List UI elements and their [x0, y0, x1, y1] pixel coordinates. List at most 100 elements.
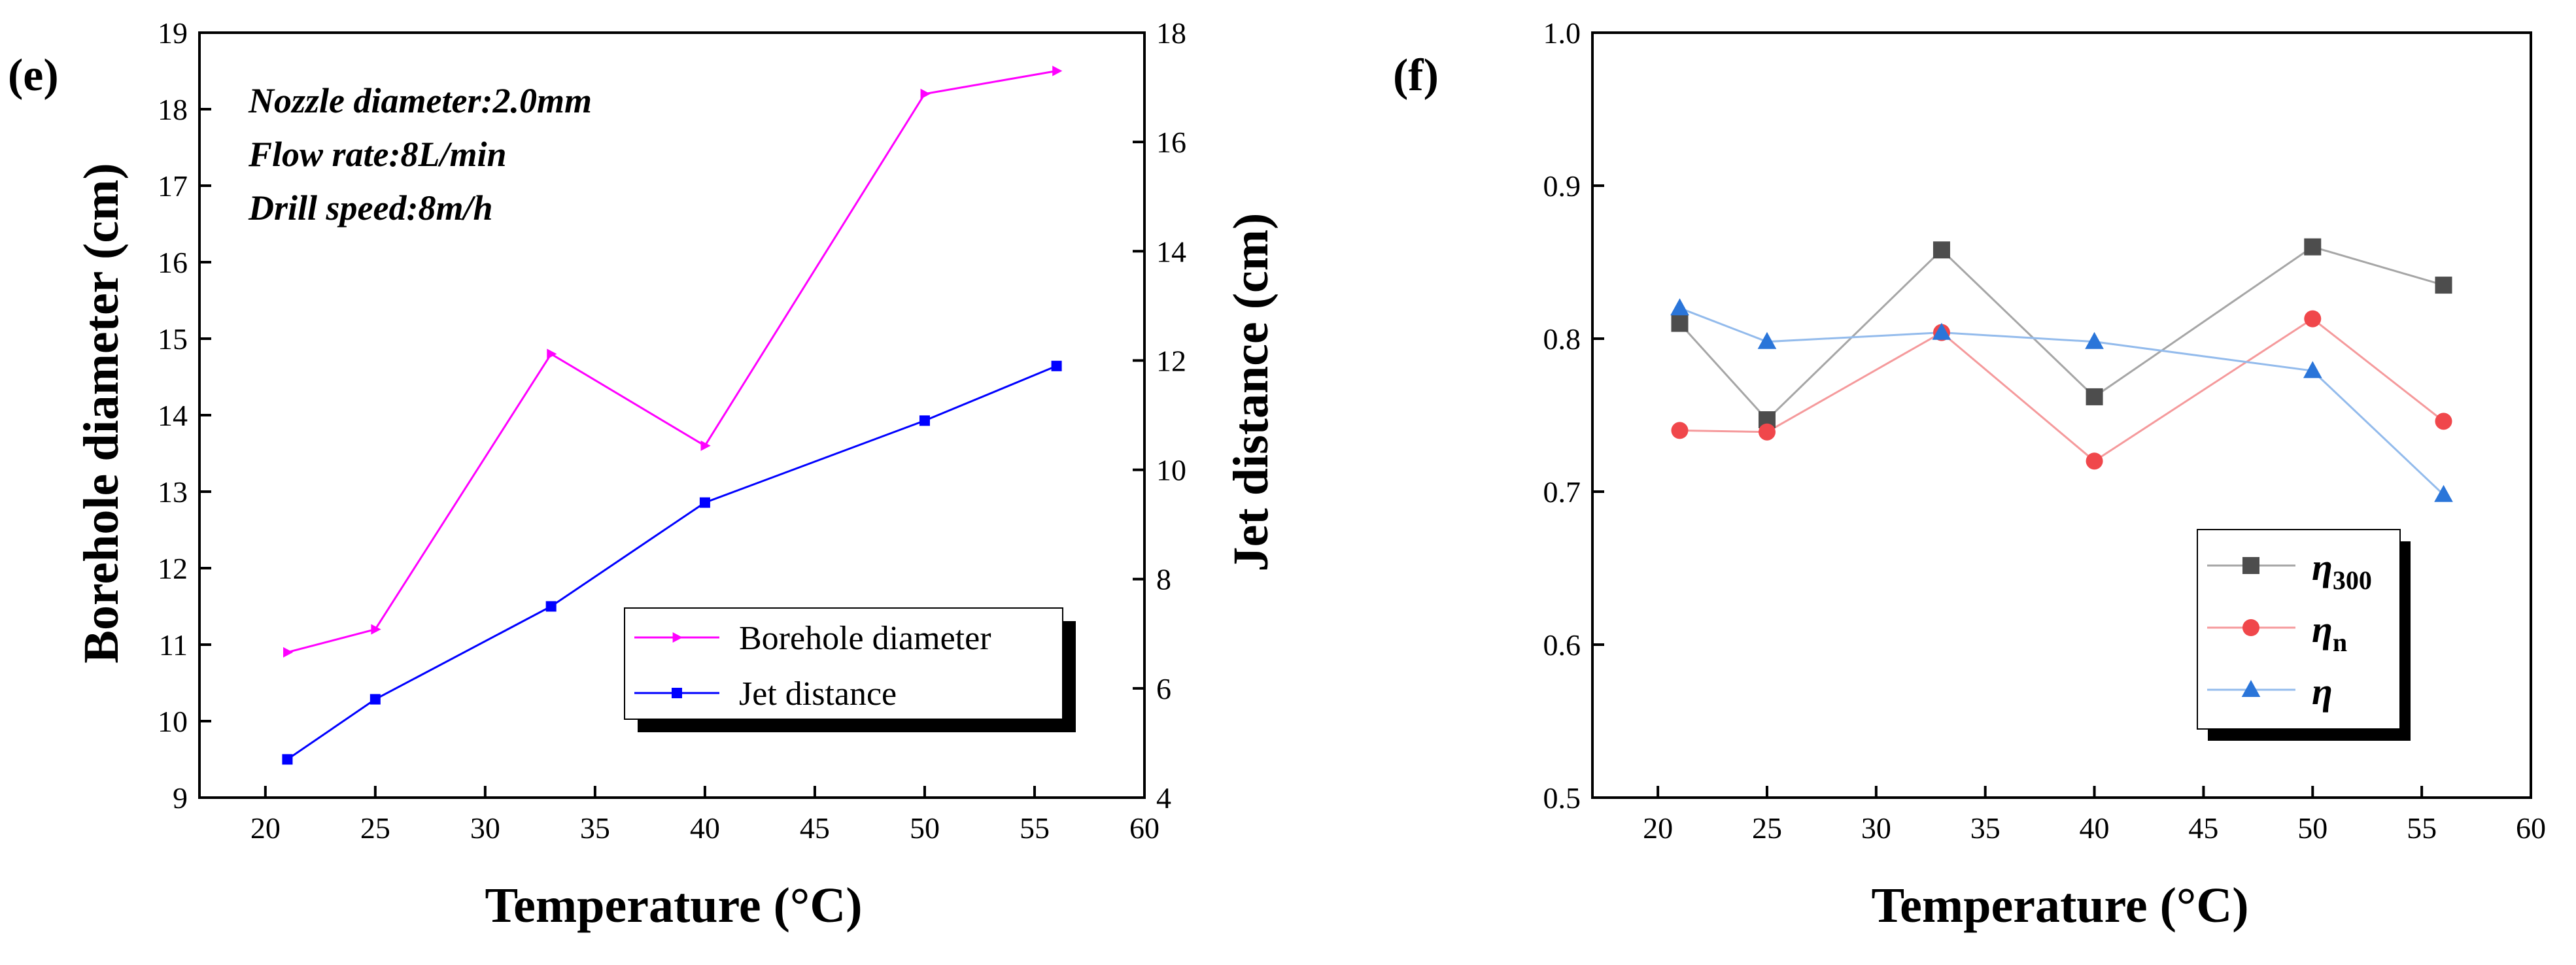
- y-tick-label: 19: [158, 16, 188, 50]
- x-tick-label: 45: [2188, 811, 2218, 845]
- y-tick-label: 15: [158, 322, 188, 356]
- series-line-1: [1679, 317, 2445, 463]
- data-point: [2086, 452, 2103, 470]
- data-point: [2435, 413, 2452, 430]
- axes-f: 20 25 30 35 40 45 50 55 60 0.5 0.6 0.7 0.8 0.9 1.0: [1543, 16, 2547, 845]
- y-tick-label: 1.0: [1543, 16, 1581, 50]
- x-axis-title-f: Temperature (°C): [1871, 878, 2248, 933]
- annotation-text: Flow rate:8L/min: [248, 135, 507, 174]
- y-tick-label: 0.5: [1543, 781, 1581, 815]
- y-tick-label: 0.8: [1543, 322, 1581, 356]
- x-tick-label: 60: [1129, 811, 1159, 845]
- x-tick-label: 25: [1752, 811, 1782, 845]
- y-tick-label: 0.6: [1543, 628, 1581, 662]
- data-point: [369, 694, 381, 705]
- legend-symbol: η: [2312, 546, 2333, 588]
- data-point: [1932, 241, 1950, 259]
- x-axis-title-e: Temperature (°C): [485, 878, 862, 933]
- legend-f: η300 ηn η: [2197, 529, 2411, 741]
- x-tick-label: 50: [910, 811, 940, 845]
- x-tick-label: 55: [2407, 811, 2437, 845]
- x-tick-label: 20: [250, 811, 281, 845]
- y2-tick-label: 4: [1156, 781, 1171, 815]
- data-point: [2303, 361, 2322, 379]
- data-point: [1757, 331, 1777, 349]
- annotation-text: Drill speed:8m/h: [248, 188, 493, 228]
- panel-label-e: (e): [8, 50, 59, 101]
- x-tick-label: 35: [580, 811, 610, 845]
- data-point: [919, 415, 930, 426]
- y-tick-label: 0.9: [1543, 169, 1581, 203]
- legend-label: η300: [2312, 546, 2372, 595]
- data-point: [2304, 310, 2322, 328]
- data-point: [920, 88, 931, 99]
- legend-box: [2197, 529, 2401, 730]
- data-point: [2304, 238, 2322, 256]
- plot-frame-f: [1591, 31, 2532, 799]
- y-tick-label: 9: [173, 781, 188, 815]
- panel-label-f: (f): [1393, 50, 1439, 101]
- x-tick-label: 25: [360, 811, 390, 845]
- data-point: [1670, 298, 1689, 316]
- data-point: [2435, 277, 2452, 294]
- data-point: [1051, 360, 1062, 371]
- series-group-f: [1670, 238, 2453, 502]
- data-point: [1932, 322, 1951, 340]
- annotation-group: Nozzle diameter:2.0mm Flow rate:8L/min Dri…: [248, 81, 592, 228]
- legend-e: Borehole diameter Jet distance: [624, 607, 1076, 732]
- y-axis-title-e: Borehole diameter (cm): [74, 163, 129, 663]
- legend-marker: [2241, 680, 2261, 698]
- axes-e: 20 25 30 35 40 45 50 55 60 9 10 11 12 13 14 15 16 17 18 19 4…: [158, 16, 1186, 845]
- data-point: [1671, 314, 1689, 332]
- legend-symbol: η: [2312, 670, 2333, 713]
- x-tick-label: 40: [690, 811, 720, 845]
- legend-marker: [672, 688, 682, 698]
- y-tick-label: 16: [158, 246, 188, 279]
- y-tick-label: 18: [158, 93, 188, 126]
- chart-panel-f: (f) 20 25 30 35 40 45 50 55 60 0.5 0.6 0.7 0.8 0.9 1.0…: [1393, 16, 2546, 933]
- data-point: [545, 601, 557, 612]
- x-tick-label: 50: [2297, 811, 2327, 845]
- data-point: [547, 348, 557, 360]
- y-tick-label: 13: [158, 475, 188, 509]
- x-tick-label: 55: [1020, 811, 1050, 845]
- y-tick-label: 11: [159, 628, 188, 662]
- series-line-jet-distance: [286, 365, 1057, 760]
- y-tick-label: 17: [158, 169, 188, 203]
- x-tick-label: 60: [2516, 811, 2546, 845]
- y2-tick-label: 8: [1156, 563, 1171, 596]
- data-point: [2085, 331, 2104, 349]
- data-point: [1671, 422, 1689, 439]
- data-point: [699, 497, 710, 508]
- data-point: [1052, 65, 1063, 76]
- x-tick-label: 40: [2080, 811, 2110, 845]
- y2-tick-label: 12: [1156, 344, 1186, 377]
- y2-tick-label: 18: [1156, 16, 1186, 50]
- chart-panel-e: (e) Nozzle diameter:2.0mm Flow rate:8L/mi…: [8, 16, 1279, 933]
- legend-marker: [672, 632, 683, 643]
- y2-tick-label: 14: [1156, 235, 1186, 268]
- series-line-borehole-diameter: [287, 70, 1057, 654]
- data-point: [283, 647, 294, 658]
- legend-label: Borehole diameter: [739, 620, 991, 657]
- x-tick-label: 45: [800, 811, 830, 845]
- y-tick-label: 14: [158, 399, 188, 432]
- x-tick-label: 20: [1643, 811, 1673, 845]
- legend-box: [624, 607, 1063, 720]
- data-point: [2086, 388, 2103, 405]
- data-point: [1758, 423, 1776, 441]
- legend-label: η: [2312, 670, 2333, 713]
- annotation-text: Nozzle diameter:2.0mm: [248, 81, 592, 120]
- data-point: [2434, 484, 2453, 502]
- x-tick-label: 30: [470, 811, 500, 845]
- data-point: [700, 440, 711, 451]
- y2-tick-label: 16: [1156, 126, 1186, 159]
- x-tick-label: 35: [1970, 811, 2001, 845]
- y2-tick-label: 10: [1156, 454, 1186, 487]
- data-point: [282, 754, 293, 765]
- legend-marker: [2242, 557, 2259, 574]
- series-line-0: [1679, 245, 2444, 422]
- y-tick-label: 10: [158, 705, 188, 738]
- legend-label: ηn: [2312, 608, 2347, 657]
